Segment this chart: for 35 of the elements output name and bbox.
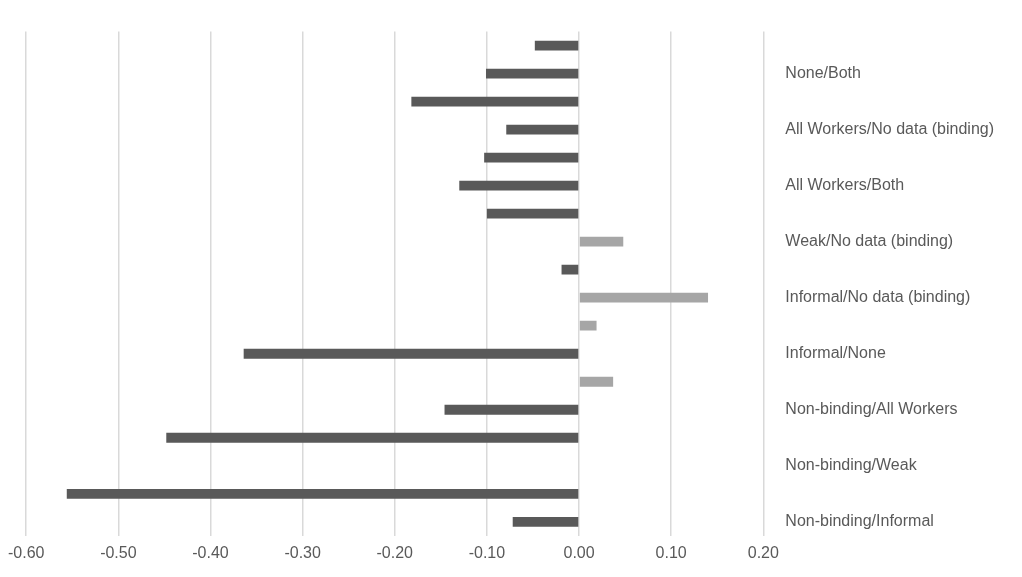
x-tick-label: -0.60: [8, 543, 45, 561]
bar: [66, 488, 579, 499]
bar: [485, 68, 579, 79]
bar: [166, 432, 579, 443]
bar: [534, 40, 579, 51]
x-tick-label: -0.30: [284, 543, 321, 561]
bar: [579, 292, 709, 303]
x-tick-label: 0.10: [655, 543, 687, 561]
y-tick-label: Informal/None: [785, 344, 886, 362]
y-tick-label: None/Both: [785, 64, 861, 82]
bar: [486, 208, 579, 219]
x-tick-label: -0.10: [468, 543, 506, 561]
y-tick-label: All Workers/No data (binding): [785, 120, 995, 138]
bar: [459, 180, 579, 191]
y-tick-label: Non-binding/Informal: [785, 512, 934, 530]
bar: [484, 152, 579, 163]
x-tick-label: -0.50: [100, 543, 137, 561]
bar: [561, 264, 579, 275]
x-tick-label: -0.40: [192, 543, 229, 561]
x-tick-label: 0.00: [563, 543, 595, 561]
bar: [506, 124, 579, 135]
bar: [512, 516, 579, 527]
y-tick-label: Informal/No data (binding): [785, 288, 971, 306]
bar: [579, 236, 624, 247]
bar: [579, 320, 597, 331]
bar: [444, 404, 579, 415]
y-tick-label: Weak/No data (binding): [785, 232, 954, 250]
bar: [579, 376, 614, 387]
y-tick-label: Non-binding/All Workers: [785, 400, 958, 418]
y-tick-label: Non-binding/Weak: [785, 456, 918, 474]
y-tick-label: All Workers/Both: [785, 176, 905, 194]
x-tick-label: -0.20: [376, 543, 414, 561]
bar: [243, 348, 579, 359]
x-tick-label: 0.20: [747, 543, 779, 561]
bar: [411, 96, 579, 107]
